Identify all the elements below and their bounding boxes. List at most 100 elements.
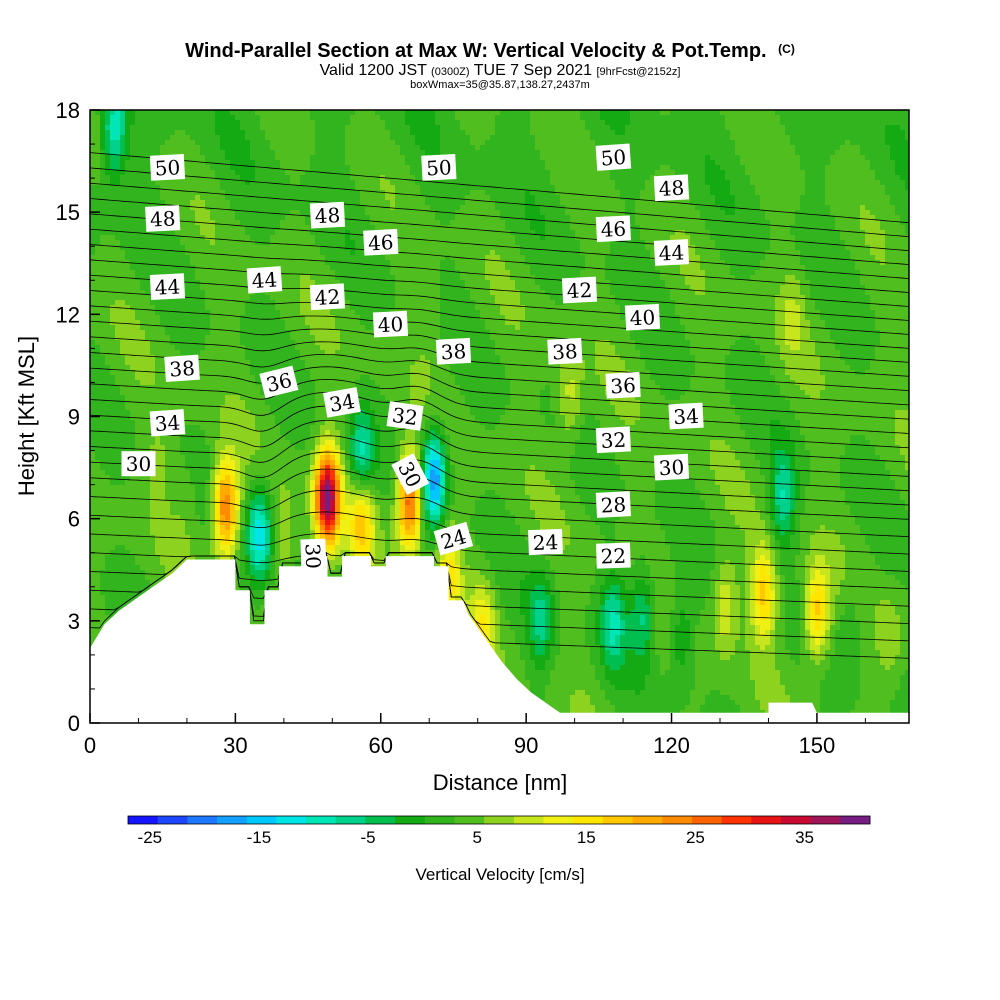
field-cell <box>140 270 146 276</box>
field-cell <box>145 110 151 116</box>
field-cell <box>275 360 281 366</box>
field-cell <box>115 325 121 331</box>
field-cell <box>180 260 186 266</box>
field-cell <box>225 180 231 186</box>
field-cell <box>185 495 191 501</box>
field-cell <box>185 525 191 531</box>
field-cell <box>245 375 251 381</box>
field-cell <box>250 590 256 596</box>
field-cell <box>95 375 101 381</box>
field-cell <box>130 250 136 256</box>
field-cell <box>160 340 166 346</box>
field-cell <box>150 190 156 196</box>
field-cell <box>205 415 211 421</box>
field-cell <box>100 370 106 376</box>
field-cell <box>215 360 221 366</box>
field-cell <box>105 265 111 271</box>
field-cell <box>90 640 96 646</box>
field-cell <box>120 200 126 206</box>
field-cell <box>145 510 151 516</box>
field-cell <box>200 380 206 386</box>
field-cell <box>110 170 116 176</box>
field-cell <box>270 110 276 116</box>
field-cell <box>195 155 201 161</box>
field-cell <box>240 490 246 496</box>
field-cell <box>255 160 261 166</box>
field-cell <box>135 120 141 126</box>
field-cell <box>140 425 146 431</box>
field-cell <box>250 580 256 586</box>
field-cell <box>255 580 261 586</box>
field-cell <box>150 570 156 576</box>
field-cell <box>280 260 286 266</box>
field-cell <box>235 470 241 476</box>
field-cell <box>135 590 141 596</box>
field-cell <box>140 440 146 446</box>
field-cell <box>135 495 141 501</box>
field-cell <box>150 345 156 351</box>
field-cell <box>230 430 236 436</box>
field-cell <box>290 260 296 266</box>
field-cell <box>100 395 106 401</box>
field-cell <box>215 340 221 346</box>
field-cell <box>225 400 231 406</box>
field-cell <box>215 505 221 511</box>
field-cell <box>120 225 126 231</box>
field-cell <box>155 520 161 526</box>
field-cell <box>130 345 136 351</box>
field-cell <box>110 375 116 381</box>
field-cell <box>145 520 151 526</box>
field-cell <box>100 140 106 146</box>
field-cell <box>185 115 191 121</box>
field-cell <box>155 580 161 586</box>
field-cell <box>120 185 126 191</box>
field-cell <box>140 505 146 511</box>
field-cell <box>190 340 196 346</box>
field-cell <box>270 115 276 121</box>
field-cell <box>90 525 96 531</box>
field-cell <box>120 490 126 496</box>
field-cell <box>125 355 131 361</box>
field-cell <box>270 175 276 181</box>
field-cell <box>200 335 206 341</box>
field-cell <box>165 265 171 271</box>
field-cell <box>200 410 206 416</box>
field-cell <box>120 120 126 126</box>
field-cell <box>260 420 266 426</box>
field-cell <box>200 145 206 151</box>
field-cell <box>175 510 181 516</box>
field-cell <box>265 455 271 461</box>
field-cell <box>190 490 196 496</box>
field-cell <box>285 215 291 221</box>
field-cell <box>100 510 106 516</box>
field-cell <box>90 145 96 151</box>
field-cell <box>105 455 111 461</box>
field-cell <box>100 375 106 381</box>
field-cell <box>250 215 256 221</box>
field-cell <box>225 130 231 136</box>
field-cell <box>180 485 186 491</box>
field-cell <box>105 585 111 591</box>
field-cell <box>225 285 231 291</box>
field-cell <box>95 510 101 516</box>
field-cell <box>270 235 276 241</box>
field-cell <box>255 120 261 126</box>
field-cell <box>90 340 96 346</box>
field-cell <box>110 510 116 516</box>
field-cell <box>130 405 136 411</box>
field-cell <box>185 350 191 356</box>
field-cell <box>240 445 246 451</box>
field-cell <box>95 500 101 506</box>
field-cell <box>195 450 201 456</box>
field-cell <box>155 195 161 201</box>
field-cell <box>135 280 141 286</box>
field-cell <box>225 175 231 181</box>
field-cell <box>130 355 136 361</box>
field-cell <box>95 580 101 586</box>
field-cell <box>140 295 146 301</box>
field-cell <box>135 250 141 256</box>
field-cell <box>185 110 191 116</box>
field-cell <box>170 490 176 496</box>
field-cell <box>120 400 126 406</box>
field-cell <box>270 565 276 571</box>
